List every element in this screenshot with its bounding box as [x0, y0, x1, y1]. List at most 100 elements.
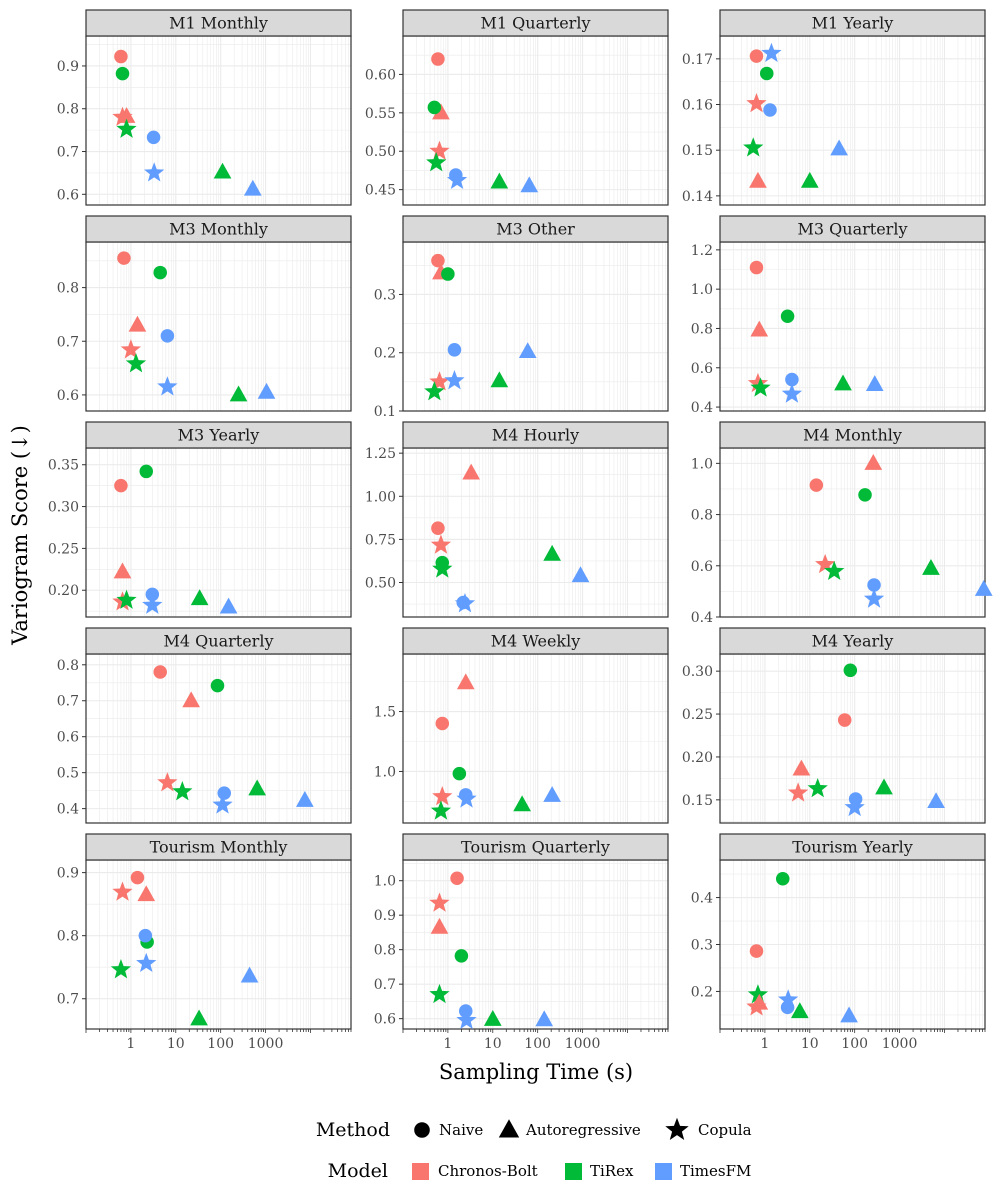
- y-tick-label: 0.25: [682, 707, 713, 723]
- strip-background: [402, 833, 669, 861]
- point-timesfm-copula: [456, 1009, 477, 1029]
- y-tick-label: 0.7: [57, 992, 79, 1008]
- point-timesfm-copula: [444, 370, 465, 390]
- y-tick-label: 0.20: [682, 750, 713, 766]
- legend-method-naive: Naive: [439, 1121, 483, 1139]
- point-chronos-copula: [112, 881, 133, 901]
- y-tick-label: 1.0: [374, 874, 396, 890]
- point-chronos-ar: [432, 103, 450, 120]
- point-chronos-ar: [864, 454, 883, 470]
- y-tick-label: 0.7: [57, 334, 79, 350]
- point-timesfm-ar: [927, 792, 945, 809]
- y-tick-label: 1.0: [691, 456, 713, 472]
- point-chronos-ar: [430, 917, 449, 934]
- point-chronos-ar: [113, 562, 132, 579]
- point-tirex-ar: [490, 371, 509, 388]
- strip-title: M3 Other: [496, 220, 575, 239]
- strip-background: [85, 627, 352, 655]
- y-tick-label: 0.60: [365, 67, 396, 83]
- point-chronos-ar: [182, 691, 200, 708]
- point-tirex-ar: [800, 171, 819, 188]
- y-tick-label: 0.55: [365, 106, 396, 122]
- y-tick-label: 0.8: [57, 102, 79, 118]
- point-timesfm-copula: [212, 794, 233, 814]
- point-timesfm-naive: [217, 786, 231, 800]
- y-tick-label: 0.35: [48, 458, 79, 474]
- point-chronos-copula: [429, 371, 450, 391]
- legend-method-ar: Autoregressive: [525, 1121, 641, 1139]
- y-tick-label: 0.4: [57, 802, 79, 818]
- point-tirex-copula: [429, 983, 450, 1004]
- y-tick-label: 0.8: [374, 943, 396, 959]
- legend-model-timesfm: TimesFM: [680, 1162, 751, 1180]
- x-tick-label: 1: [126, 1036, 135, 1052]
- point-chronos-naive: [749, 49, 764, 63]
- point-timesfm-ar: [543, 786, 561, 802]
- point-timesfm-copula: [446, 169, 468, 190]
- point-timesfm-ar: [830, 139, 848, 156]
- y-tick-label: 0.5: [57, 766, 79, 782]
- point-timesfm-copula: [844, 796, 865, 817]
- point-timesfm-naive: [138, 928, 153, 943]
- y-tick-label: 0.6: [691, 361, 713, 377]
- point-tirex-naive: [210, 678, 225, 693]
- point-chronos-ar: [750, 320, 769, 337]
- y-tick-label: 0.9: [57, 59, 79, 75]
- point-chronos-ar: [137, 885, 156, 902]
- panel-m3-yearly: M3 Yearly 0.20 0.25 0.30 0.35: [48, 421, 352, 618]
- point-chronos-naive: [809, 478, 824, 492]
- point-tirex-naive: [153, 265, 167, 280]
- point-tirex-copula: [116, 589, 137, 609]
- point-tirex-naive: [452, 766, 467, 781]
- strip-title: M3 Quarterly: [798, 220, 908, 239]
- point-tirex-copula: [116, 118, 137, 138]
- y-tick-label: 0.50: [365, 576, 396, 592]
- point-tirex-ar: [875, 778, 893, 795]
- point-tirex-naive: [843, 663, 858, 678]
- y-tick-label: 0.3: [374, 287, 396, 303]
- y-tick-label: 0.7: [57, 145, 79, 161]
- point-timesfm-ar: [571, 566, 590, 583]
- point-timesfm-ar: [257, 382, 276, 399]
- x-tick-label: 10: [167, 1036, 185, 1052]
- point-timesfm-copula: [761, 42, 782, 62]
- point-timesfm-ar: [219, 597, 238, 614]
- panels-layer: M1 Monthly 0.6 0.7 0.8 0.9 M1 Quarterly 0.45 0.…: [48, 9, 993, 1052]
- strip-title: M4 Monthly: [803, 426, 902, 445]
- point-tirex-naive: [759, 66, 774, 81]
- strip-background: [402, 421, 669, 449]
- point-tirex-copula: [426, 152, 447, 172]
- strip-title: Tourism Quarterly: [461, 838, 610, 857]
- point-timesfm-ar: [240, 966, 259, 983]
- point-chronos-naive: [450, 871, 464, 886]
- point-tirex-copula: [807, 778, 828, 798]
- x-tick-label: 1000: [565, 1036, 601, 1052]
- strip-background: [719, 9, 986, 37]
- x-tick-label: 1: [443, 1036, 452, 1052]
- strip-background: [402, 627, 669, 655]
- legend-key-timesfm: [655, 1163, 672, 1180]
- strip-background: [85, 833, 352, 861]
- panel-m3-quarterly: M3 Quarterly 0.4 0.6 0.8 1.0 1.2: [691, 215, 986, 416]
- y-tick-label: 1.25: [365, 446, 396, 462]
- point-timesfm-ar: [296, 790, 314, 807]
- point-timesfm-naive: [785, 372, 799, 387]
- panel-m4-weekly: M4 Weekly 1.0 1.5: [374, 627, 669, 824]
- point-chronos-ar: [749, 171, 767, 188]
- point-timesfm-ar: [974, 579, 993, 596]
- strip-background: [719, 421, 986, 449]
- x-tick-label: 10: [484, 1036, 502, 1052]
- x-tick-label: 100: [207, 1036, 234, 1052]
- point-timesfm-copula: [454, 593, 476, 613]
- strip-title: M3 Monthly: [169, 220, 268, 239]
- point-timesfm-ar: [865, 375, 884, 391]
- y-axis-title: Variogram Score (↓): [8, 425, 32, 646]
- y-tick-label: 0.6: [57, 388, 79, 404]
- y-tick-label: 0.7: [57, 694, 79, 710]
- strip-title: M1 Monthly: [169, 14, 268, 33]
- point-tirex-copula: [172, 781, 193, 801]
- strip-title: M1 Yearly: [812, 14, 894, 33]
- point-tirex-copula: [125, 353, 147, 373]
- strip-title: Tourism Yearly: [792, 838, 913, 857]
- point-tirex-ar: [834, 374, 852, 391]
